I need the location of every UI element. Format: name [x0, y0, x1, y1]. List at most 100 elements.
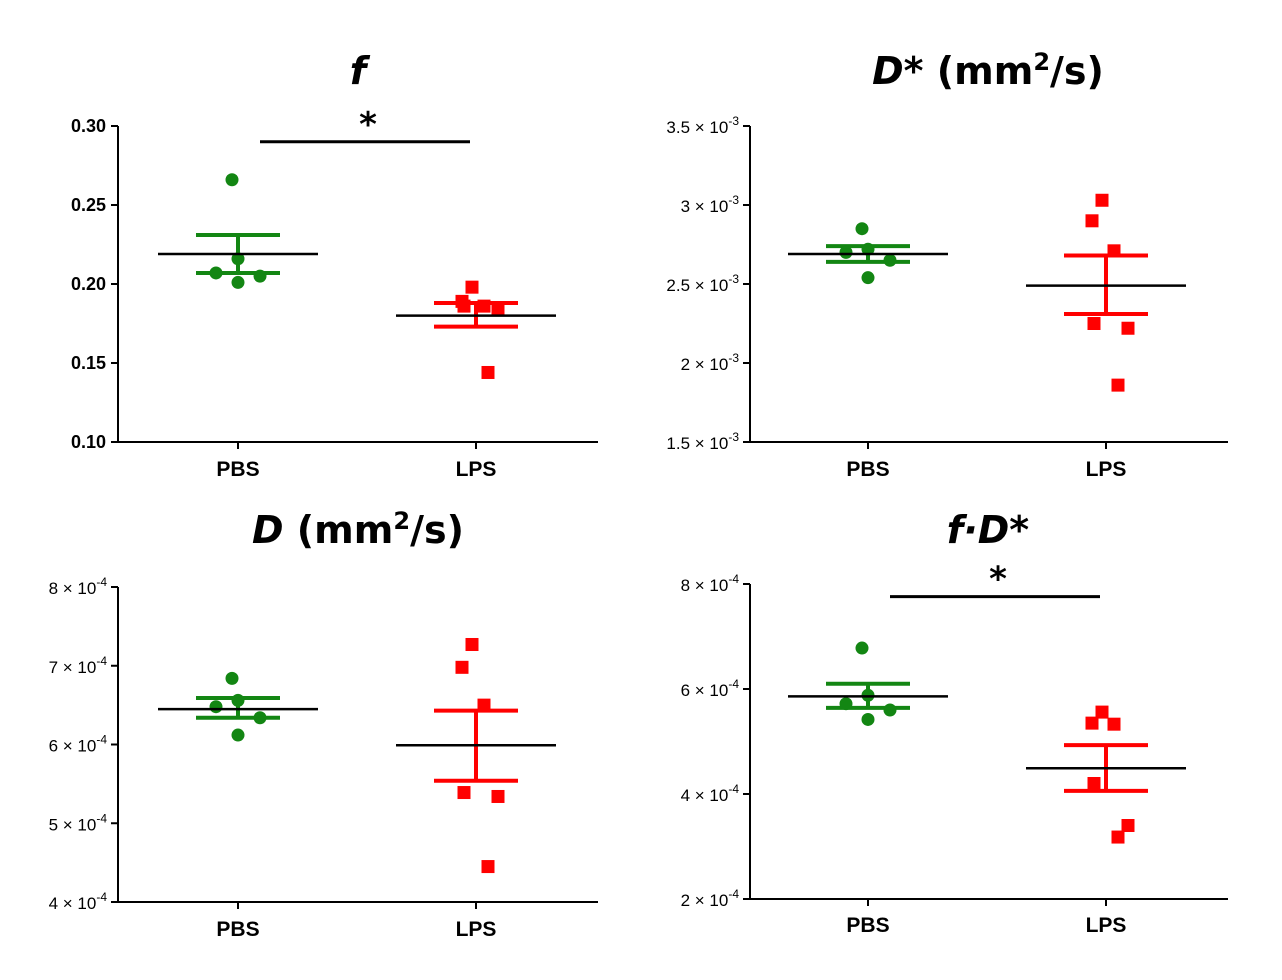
- data-point: [1121, 819, 1135, 832]
- y-tick-times: ×: [58, 579, 77, 598]
- y-tick-mantissa: 8: [49, 579, 58, 598]
- data-point: [839, 697, 853, 711]
- data-point: [1085, 716, 1099, 730]
- series-pbs: [158, 671, 318, 742]
- y-tick-base: 10: [709, 197, 728, 216]
- data-point: [861, 712, 875, 726]
- y-tick-label: 8 × 10-4: [49, 575, 108, 598]
- category-label: LPS: [456, 918, 497, 941]
- data-point: [1095, 193, 1109, 207]
- data-point: [209, 700, 223, 714]
- y-tick-exponent: -3: [728, 114, 739, 128]
- series-pbs: [788, 641, 948, 726]
- chart-title-unit-tail: /s): [410, 508, 464, 552]
- y-tick-times: ×: [690, 355, 709, 374]
- chart-title-main: D*: [872, 49, 924, 93]
- category-label: LPS: [1086, 458, 1127, 481]
- data-point: [1107, 244, 1121, 258]
- data-point: [231, 252, 245, 266]
- data-point: [481, 860, 495, 874]
- significance-star: *: [359, 105, 377, 145]
- category-label: PBS: [846, 914, 889, 937]
- category-label: LPS: [1086, 914, 1127, 937]
- data-point: [231, 275, 245, 289]
- y-tick-label: 6 × 10-4: [49, 733, 108, 756]
- chart-panel: D* (mm2/s)1.5 × 10-32 × 10-32.5 × 10-33 …: [666, 48, 1228, 481]
- data-point: [457, 786, 471, 800]
- data-point: [839, 245, 853, 259]
- y-tick-base: 10: [77, 658, 96, 677]
- y-tick-times: ×: [690, 786, 709, 805]
- y-tick-times: ×: [690, 197, 709, 216]
- chart-title: f: [350, 49, 371, 93]
- chart-title: f·D*: [947, 508, 1030, 552]
- data-point: [457, 299, 471, 313]
- chart-panel: D (mm2/s)4 × 10-45 × 10-46 × 10-47 × 10-…: [49, 507, 598, 941]
- y-tick-label: 2.5 × 10-3: [666, 272, 739, 295]
- chart-title-main: D: [252, 508, 284, 552]
- category-label: PBS: [216, 458, 259, 481]
- y-tick-mantissa: 6: [681, 681, 690, 700]
- y-tick-mantissa: 2: [681, 891, 690, 910]
- y-tick-mantissa: 2.5: [666, 276, 690, 295]
- y-tick-label: 0.20: [71, 274, 106, 294]
- chart-title-superscript: 2: [393, 507, 410, 535]
- y-tick-mantissa: 1.5: [666, 434, 690, 453]
- y-tick-label: 4 × 10-4: [681, 782, 740, 805]
- data-point: [225, 671, 239, 685]
- y-tick-mantissa: 6: [49, 737, 58, 756]
- data-point: [861, 242, 875, 256]
- y-tick-times: ×: [58, 894, 77, 913]
- data-point: [477, 299, 491, 313]
- data-point: [861, 271, 875, 285]
- chart-title-main: f·D*: [947, 508, 1030, 552]
- series-lps: [396, 280, 556, 379]
- data-point: [855, 641, 869, 655]
- y-tick-mantissa: 3: [681, 197, 690, 216]
- y-tick-label: 0.30: [71, 116, 106, 136]
- y-tick-mantissa: 7: [49, 658, 58, 677]
- data-point: [855, 222, 869, 236]
- y-tick-exponent: -4: [96, 575, 107, 589]
- data-point: [253, 269, 267, 283]
- y-tick-times: ×: [690, 891, 709, 910]
- y-tick-base: 10: [709, 786, 728, 805]
- y-tick-exponent: -4: [728, 782, 739, 796]
- chart-title: D (mm2/s): [252, 507, 464, 552]
- chart-title-superscript: 2: [1033, 48, 1050, 76]
- data-point: [209, 266, 223, 280]
- y-tick-label: 2 × 10-4: [681, 887, 740, 910]
- y-tick-exponent: -4: [728, 887, 739, 901]
- y-tick-mantissa: 5: [49, 815, 58, 834]
- y-tick-label: 3.5 × 10-3: [666, 114, 739, 137]
- category-label: PBS: [846, 458, 889, 481]
- y-tick-base: 10: [77, 815, 96, 834]
- y-tick-base: 10: [77, 737, 96, 756]
- data-point: [1085, 214, 1099, 228]
- data-point: [1121, 321, 1135, 335]
- series-pbs: [788, 222, 948, 285]
- y-tick-base: 10: [709, 681, 728, 700]
- chart-title-unit: (mm: [284, 508, 394, 552]
- y-tick-label: 3 × 10-3: [681, 193, 740, 216]
- y-tick-times: ×: [690, 118, 709, 137]
- data-point: [253, 711, 267, 725]
- y-tick-base: 10: [709, 355, 728, 374]
- y-tick-mantissa: 8: [681, 576, 690, 595]
- data-point: [231, 728, 245, 742]
- y-tick-base: 10: [77, 894, 96, 913]
- y-tick-base: 10: [709, 576, 728, 595]
- data-point: [465, 280, 479, 294]
- y-tick-exponent: -4: [96, 890, 107, 904]
- y-tick-times: ×: [58, 658, 77, 677]
- data-point: [1087, 777, 1101, 790]
- data-point: [481, 365, 495, 379]
- y-tick-mantissa: 4: [681, 786, 690, 805]
- y-tick-exponent: -4: [728, 677, 739, 691]
- data-point: [477, 698, 491, 712]
- data-point: [231, 693, 245, 707]
- y-tick-times: ×: [690, 681, 709, 700]
- y-tick-exponent: -3: [728, 351, 739, 365]
- y-tick-label: 0.10: [71, 432, 106, 452]
